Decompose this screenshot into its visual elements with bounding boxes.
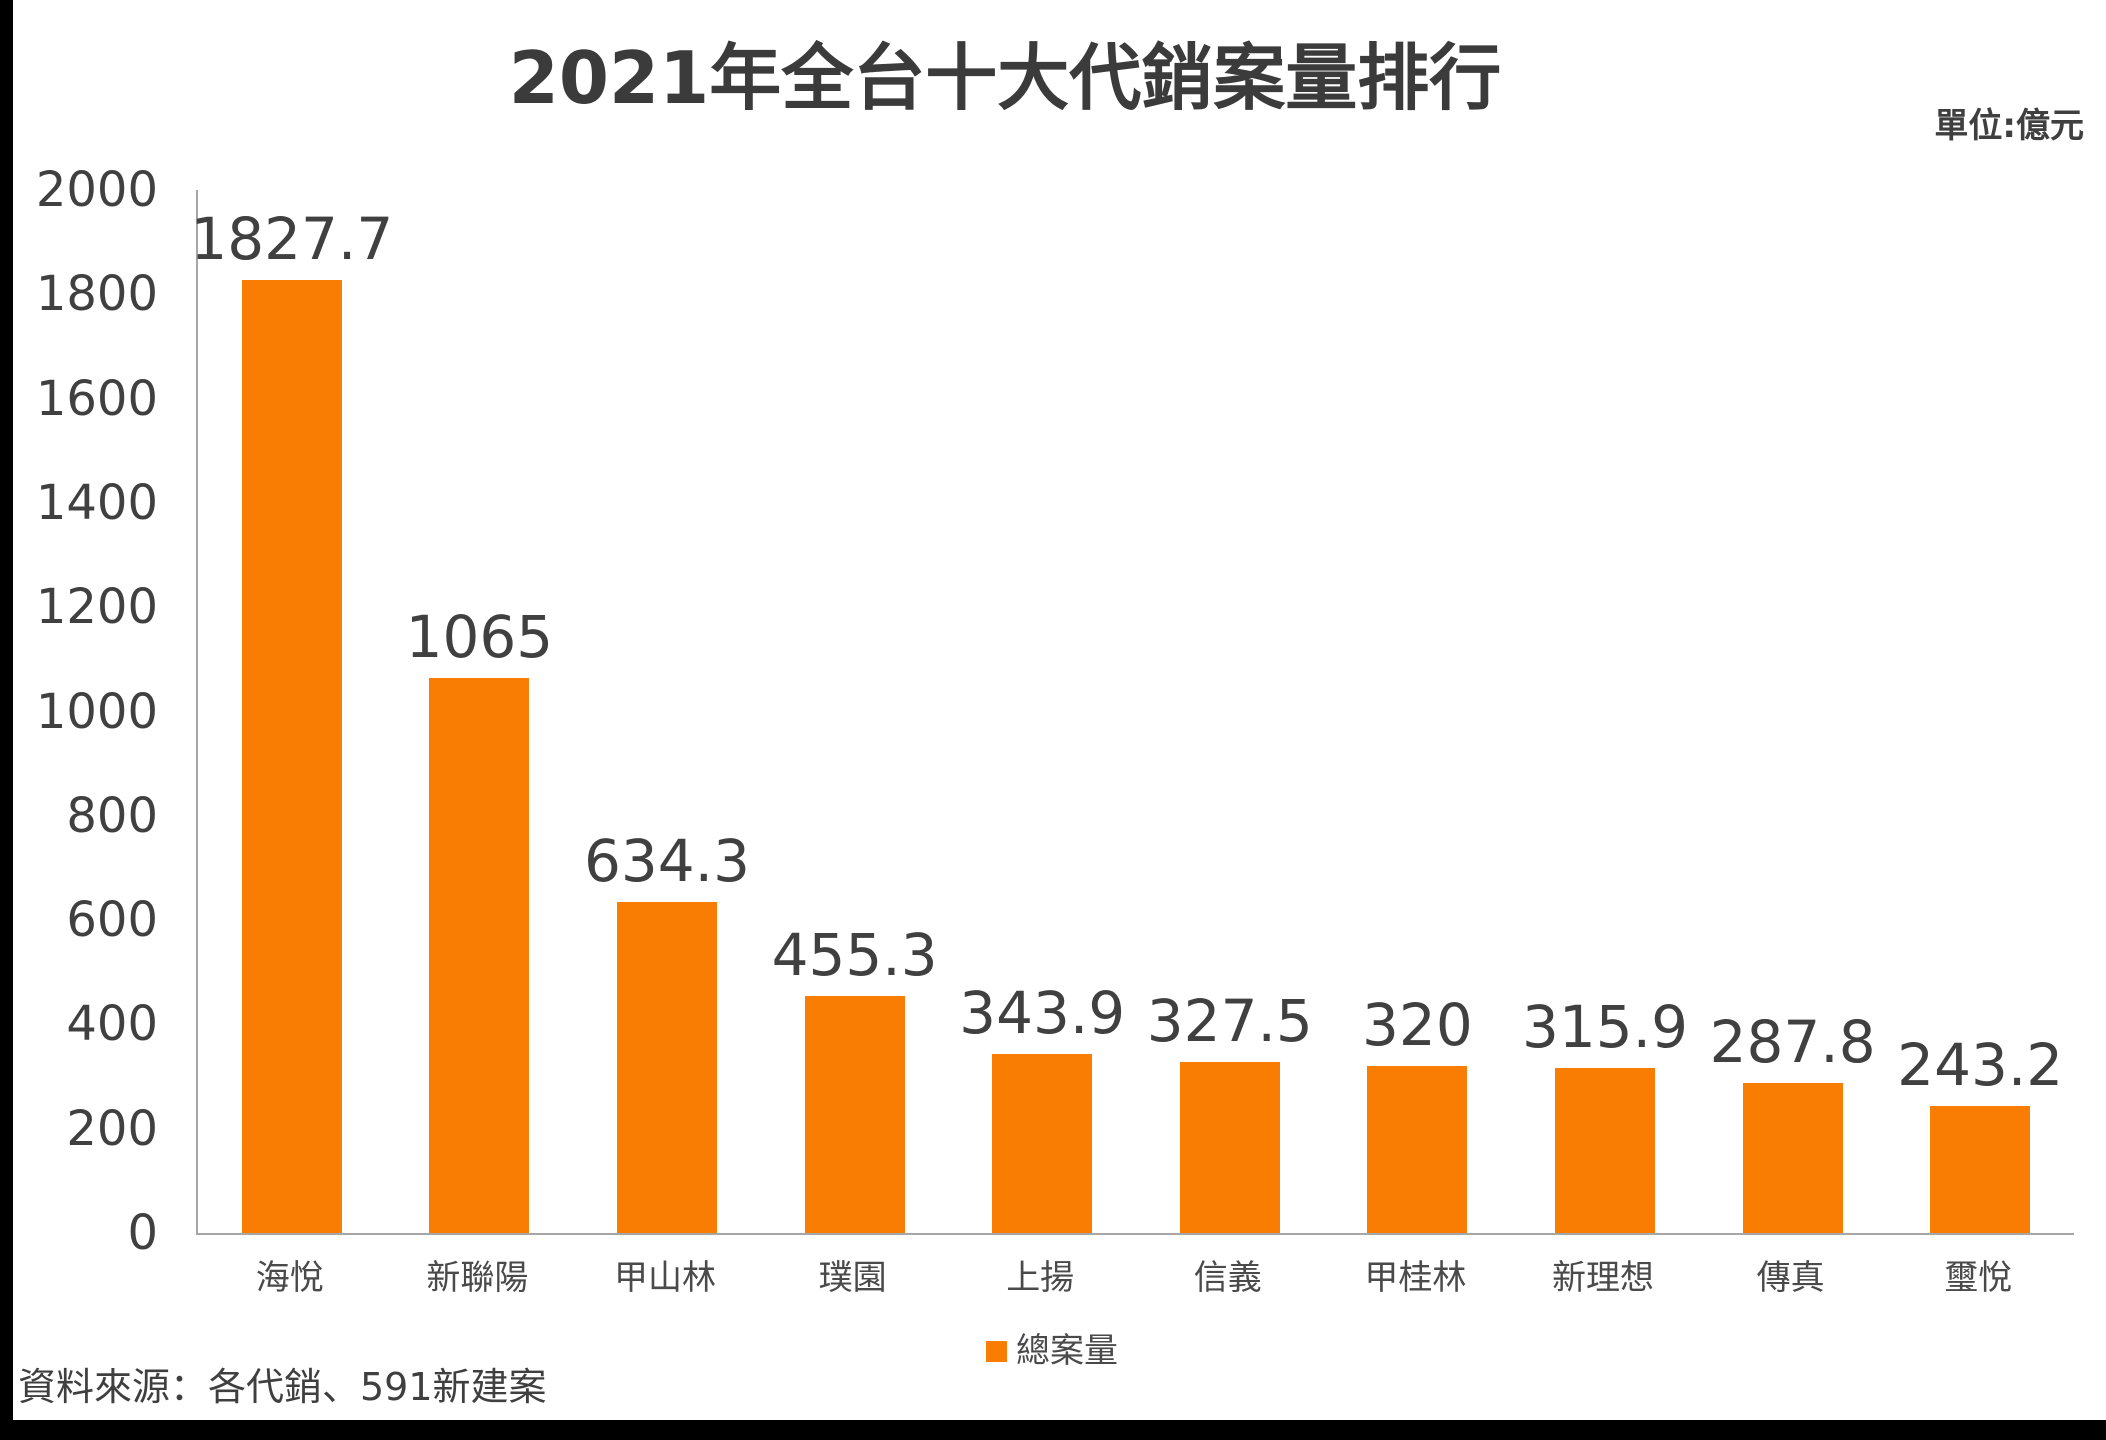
x-axis-label: 新理想 bbox=[1552, 1258, 1654, 1298]
x-axis-label: 甲山林 bbox=[614, 1258, 716, 1298]
source-note: 資料來源：各代銷、591新建案 bbox=[18, 1365, 547, 1409]
bar-value-label: 1827.7 bbox=[190, 204, 394, 273]
y-axis-tick-label: 400 bbox=[66, 996, 158, 1053]
bar-value-label: 243.2 bbox=[1897, 1031, 2064, 1100]
bar bbox=[1930, 1106, 2031, 1233]
y-axis-tick-label: 800 bbox=[66, 787, 158, 844]
y-axis-tick-label: 0 bbox=[127, 1205, 158, 1261]
bar bbox=[1367, 1066, 1468, 1233]
bar bbox=[804, 995, 905, 1233]
bar bbox=[429, 677, 530, 1233]
bar-value-label: 287.8 bbox=[1709, 1007, 1876, 1076]
bar-value-label: 327.5 bbox=[1146, 987, 1313, 1056]
bottom-black-border bbox=[0, 1420, 2106, 1440]
legend: 總案量 bbox=[986, 1334, 1118, 1368]
x-axis-label: 璽悅 bbox=[1944, 1258, 2013, 1298]
x-axis-label: 傳真 bbox=[1756, 1258, 1825, 1298]
y-axis-tick-label: 1800 bbox=[35, 266, 158, 323]
y-axis-tick-label: 1200 bbox=[35, 579, 158, 636]
x-axis-label: 甲桂林 bbox=[1364, 1258, 1467, 1298]
bar bbox=[617, 902, 717, 1233]
bar-value-label: 1065 bbox=[405, 602, 554, 671]
x-axis-label: 璞園 bbox=[818, 1258, 887, 1298]
bar bbox=[1179, 1062, 1280, 1233]
bar bbox=[1555, 1068, 1655, 1233]
bar-value-label: 320 bbox=[1362, 991, 1473, 1060]
bar-value-label: 315.9 bbox=[1521, 993, 1689, 1062]
bar bbox=[1742, 1082, 1843, 1233]
y-axis-tick-label: 2000 bbox=[35, 162, 158, 218]
bar-value-label: 343.9 bbox=[959, 978, 1126, 1047]
chart-title: 2021年全台十大代銷案量排行 bbox=[508, 36, 1502, 120]
x-axis-label: 信義 bbox=[1193, 1258, 1262, 1298]
y-axis-tick-label: 200 bbox=[66, 1100, 158, 1157]
x-axis-label: 上揚 bbox=[1006, 1258, 1075, 1298]
x-axis-label: 新聯陽 bbox=[426, 1258, 529, 1298]
y-axis-tick-label: 1400 bbox=[35, 474, 158, 531]
bar bbox=[241, 279, 342, 1233]
unit-label: 單位:億元 bbox=[1934, 106, 2084, 146]
y-axis-tick-label: 600 bbox=[66, 892, 158, 949]
x-axis-label: 海悅 bbox=[255, 1258, 324, 1298]
y-axis-tick-label: 1000 bbox=[35, 683, 158, 740]
bar-value-label: 455.3 bbox=[771, 920, 938, 989]
y-axis-tick-label: 1600 bbox=[35, 370, 158, 427]
left-black-border bbox=[0, 0, 13, 1440]
bar-value-label: 634.3 bbox=[583, 827, 751, 896]
plot-area: 1827.7 1065 634.3 455.3 343.9 327.5 320 315.9 28… bbox=[190, 190, 2074, 1235]
legend-swatch-icon bbox=[986, 1340, 1007, 1362]
legend-label: 總案量 bbox=[1016, 1331, 1118, 1371]
bar bbox=[992, 1053, 1093, 1233]
